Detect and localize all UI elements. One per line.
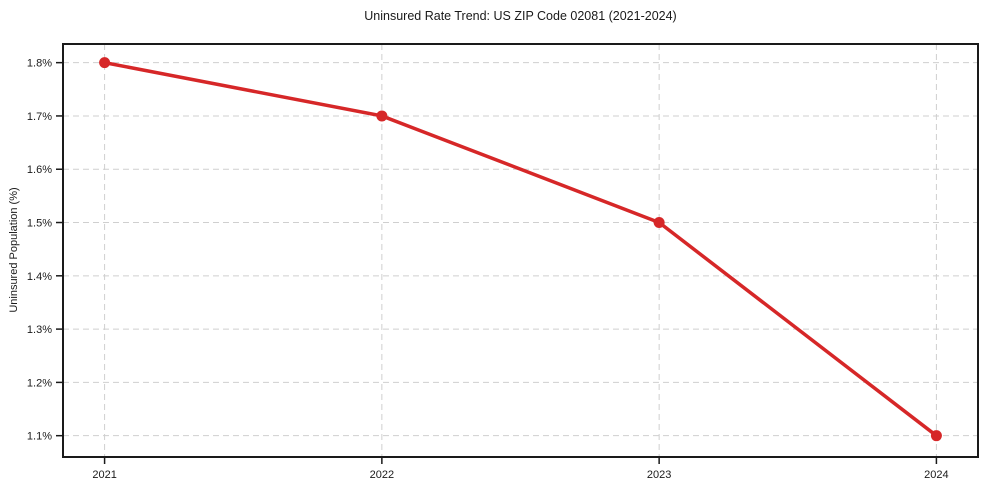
data-point-marker xyxy=(99,57,111,69)
y-tick-label: 1.7% xyxy=(27,111,52,123)
y-tick-label: 1.2% xyxy=(27,377,52,389)
x-tick-label: 2023 xyxy=(647,469,671,481)
y-tick-label: 1.6% xyxy=(27,164,52,176)
trend-line xyxy=(102,60,939,438)
y-tick-label: 1.1% xyxy=(27,431,52,443)
chart-title: Uninsured Rate Trend: US ZIP Code 02081 … xyxy=(364,9,677,23)
y-tick-label: 1.5% xyxy=(27,218,52,230)
x-tick-label: 2022 xyxy=(370,469,394,481)
y-tick-label: 1.4% xyxy=(27,271,52,283)
x-tick-label: 2021 xyxy=(92,469,116,481)
y-tick-label: 1.8% xyxy=(27,58,52,70)
data-point-marker xyxy=(930,430,942,442)
data-point-marker xyxy=(653,217,665,229)
plot-border xyxy=(62,43,979,458)
data-point-marker xyxy=(376,110,388,122)
y-tick-label: 1.3% xyxy=(27,324,52,336)
x-tick-label: 2024 xyxy=(924,469,948,481)
